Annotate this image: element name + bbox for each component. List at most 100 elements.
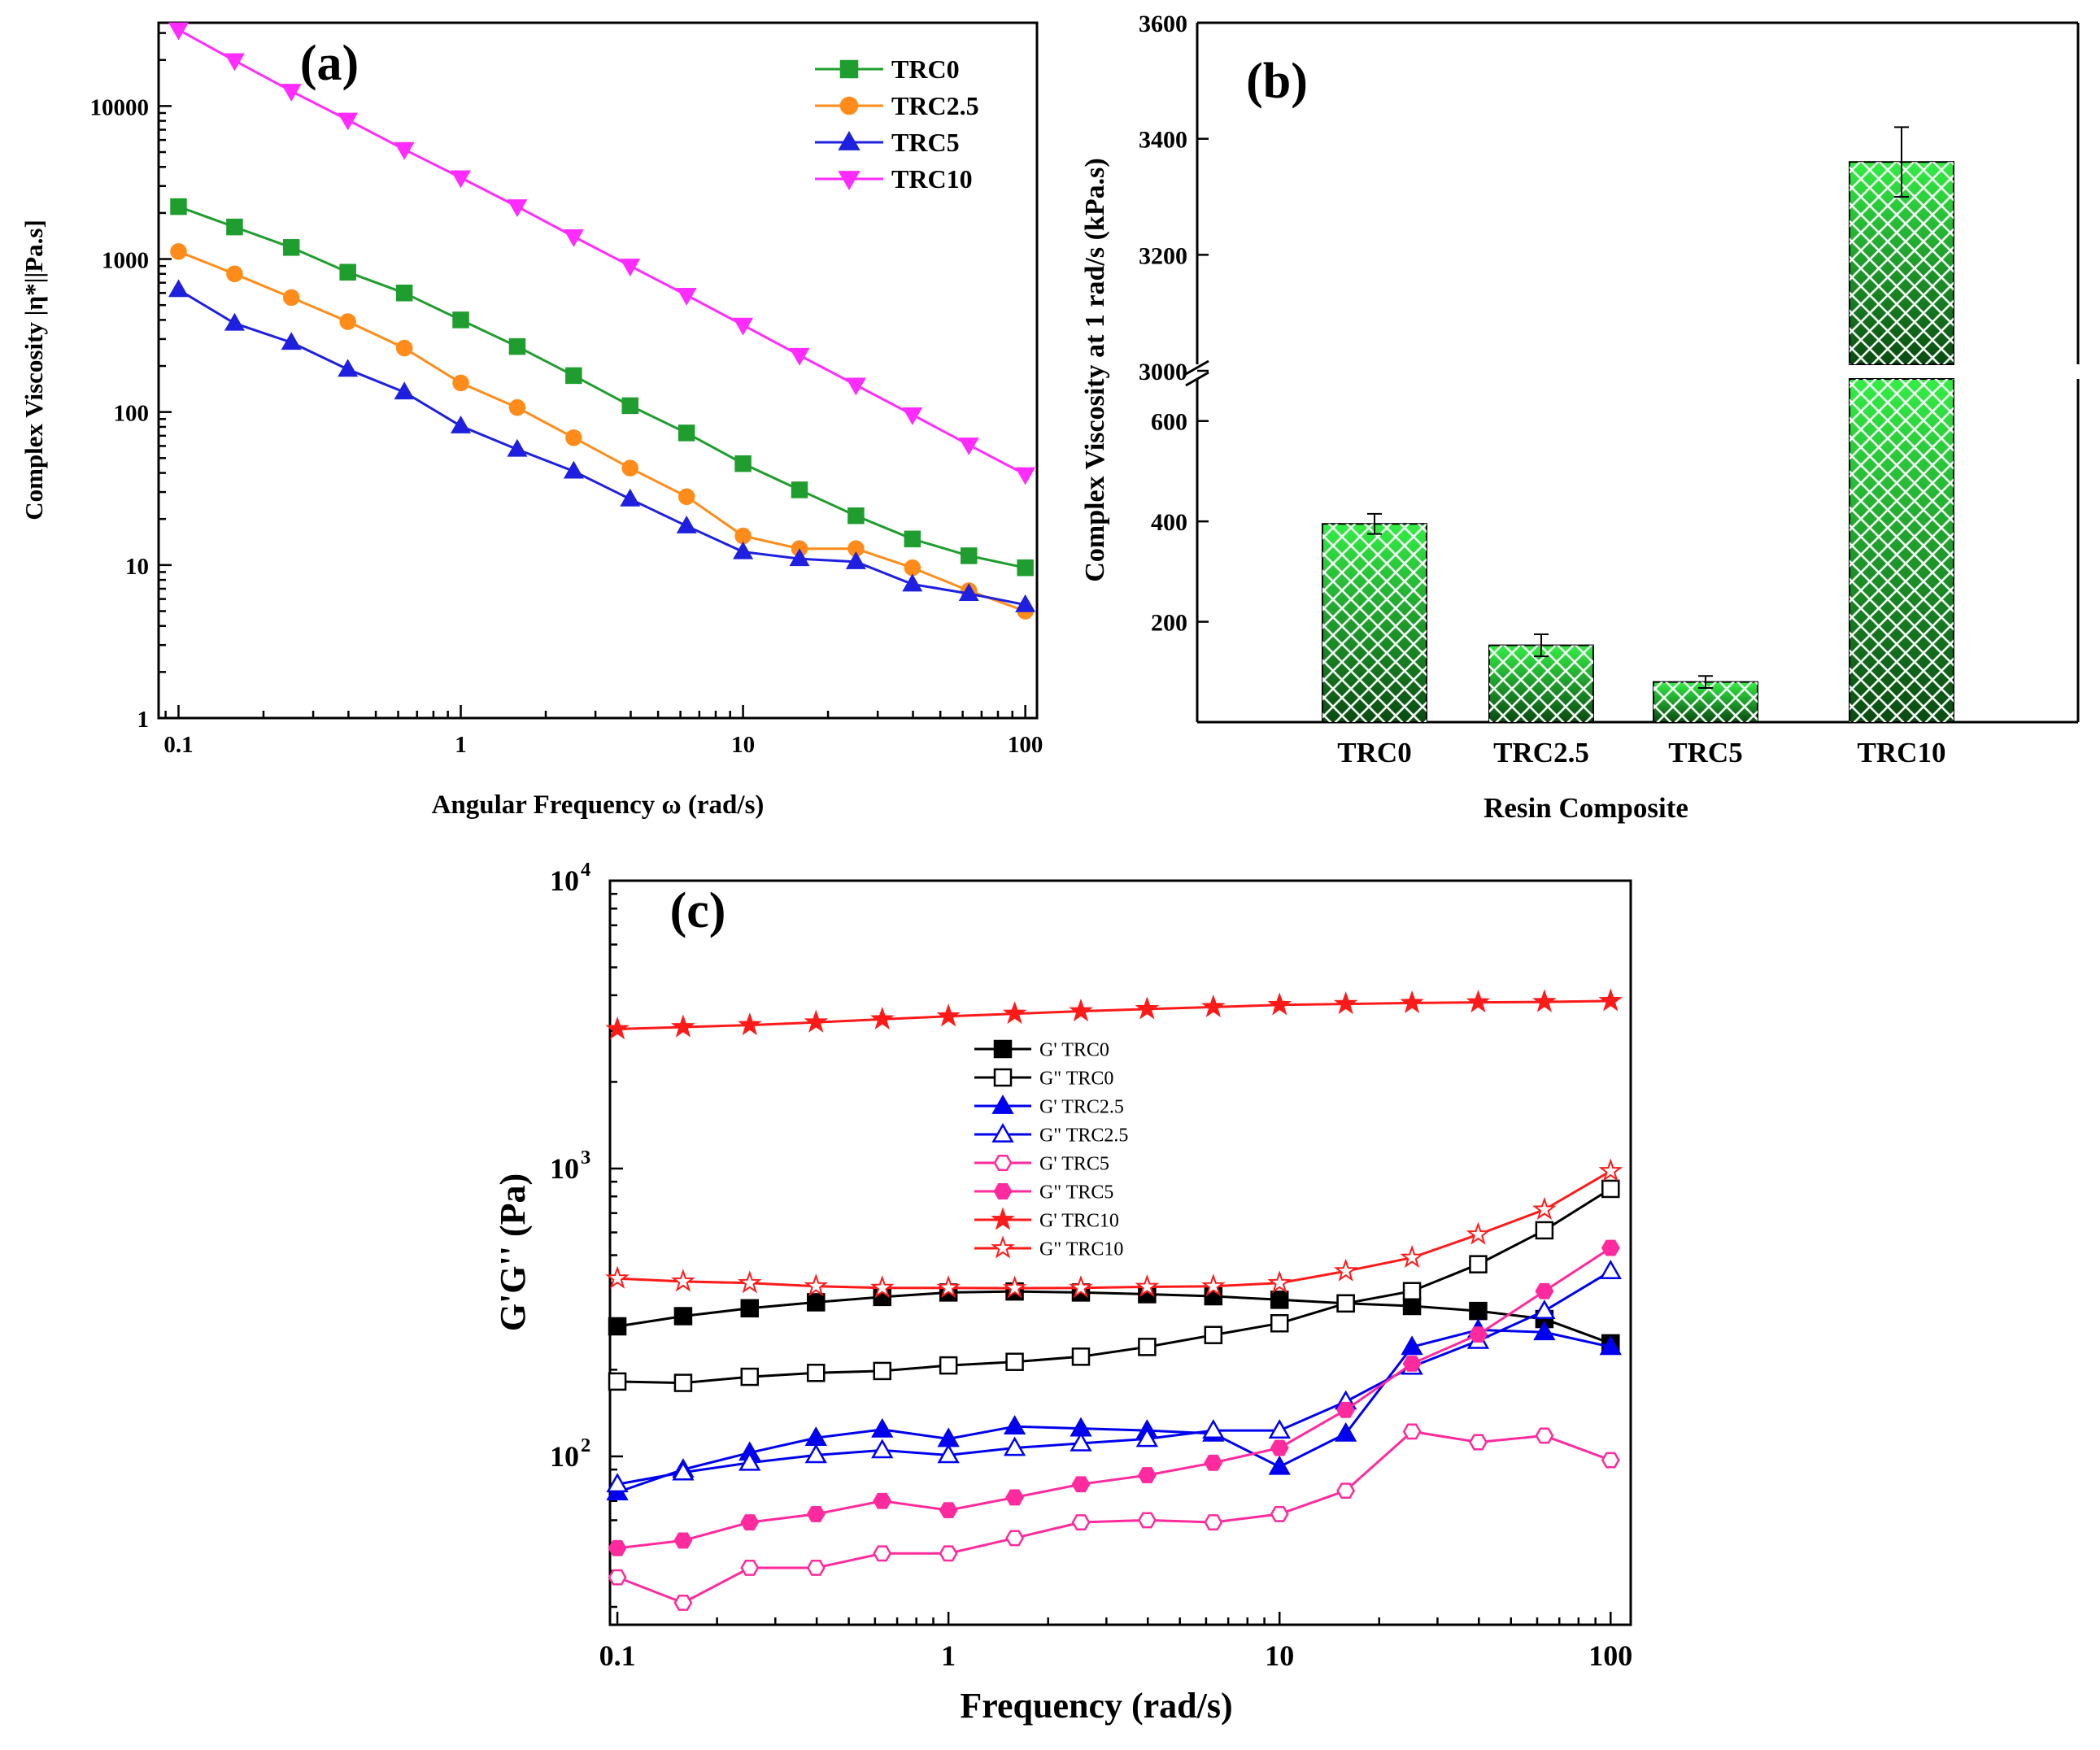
panel-a-legend: TRC0 TRC2.5 TRC5 TRC10: [815, 54, 979, 194]
legend-entry: G' TRC10: [974, 1207, 1119, 1231]
data-point: [226, 218, 243, 236]
series-TRC10: [168, 22, 1036, 485]
panel-b-x-axis-label: Resin Composite: [1484, 792, 1688, 824]
data-point: [1268, 1455, 1291, 1475]
x-tick-label: 10: [731, 732, 755, 758]
data-point: [1002, 1275, 1027, 1299]
data-point: [507, 438, 528, 457]
legend-label: TRC2.5: [891, 91, 979, 120]
data-point: [1003, 1436, 1026, 1456]
data-point: [1601, 1452, 1620, 1469]
series-line: [617, 1169, 1612, 1290]
data-point: [806, 1560, 826, 1576]
data-point: [1135, 1273, 1160, 1298]
series-line: [177, 250, 1026, 612]
data-point: [673, 1307, 693, 1326]
data-point: [870, 1275, 895, 1299]
data-point: [1005, 1489, 1025, 1506]
data-point: [451, 416, 472, 433]
data-point: [1466, 990, 1491, 1013]
data-point: [1200, 1273, 1226, 1297]
data-point: [806, 1506, 826, 1522]
data-point: [1336, 1401, 1356, 1418]
data-point: [873, 1492, 892, 1509]
y-tick-label: 3000: [1139, 359, 1187, 385]
data-point: [170, 243, 187, 260]
x-tick-label: 0.1: [599, 1639, 636, 1672]
data-point: [1402, 1355, 1422, 1372]
data-point: [1599, 1335, 1622, 1356]
legend-entry: G" TRC0: [974, 1068, 1113, 1089]
data-point: [870, 1006, 895, 1030]
panel-c-plot-frame: [608, 879, 1632, 1626]
data-point: [605, 1265, 630, 1289]
data-point: [451, 170, 472, 189]
data-point: [1270, 1291, 1289, 1309]
data-point: [563, 460, 584, 479]
data-point: [1469, 1301, 1488, 1321]
data-point: [339, 313, 356, 330]
y-tick-label: 10 2: [550, 1434, 590, 1473]
data-point: [960, 547, 978, 564]
data-point: [1069, 998, 1093, 1022]
data-point: [1469, 1434, 1488, 1451]
data-point: [1202, 1419, 1225, 1439]
data-point: [1598, 988, 1623, 1012]
data-point: [1333, 991, 1358, 1015]
panel-c-label: (c): [670, 883, 726, 938]
legend-label: G' TRC0: [1039, 1039, 1109, 1060]
data-point: [804, 1273, 829, 1297]
data-point: [740, 1299, 760, 1318]
data-point: [1533, 1321, 1556, 1341]
data-point: [620, 259, 641, 277]
data-point: [740, 1560, 760, 1576]
data-point: [1402, 1282, 1422, 1300]
data-point: [1138, 1338, 1157, 1356]
data-point: [873, 1361, 891, 1381]
panel-c-x-axis-label: Frequency (rad/s): [960, 1686, 1232, 1726]
y-tick-label: 10 4: [550, 859, 590, 897]
data-point: [1071, 1476, 1091, 1493]
y-tick-label: 200: [1151, 610, 1187, 637]
data-point: [1598, 1158, 1623, 1182]
data-point: [676, 515, 697, 533]
data-point: [1601, 1239, 1620, 1256]
x-tick-label: 1: [941, 1639, 956, 1672]
x-tick-label: TRC5: [1668, 737, 1742, 768]
data-point: [734, 455, 752, 472]
data-point: [1402, 1296, 1422, 1316]
data-point: [939, 1502, 958, 1519]
y-tick-label: 3400: [1139, 127, 1187, 154]
legend-marker: [991, 1094, 1014, 1114]
data-point: [395, 339, 413, 357]
series-G" TRC0: [608, 1179, 1620, 1392]
data-point: [673, 1532, 693, 1549]
panel-b-y-axis-label: Complex Viscosity at 1 rad/s (kPa.s): [1080, 158, 1110, 581]
data-point: [904, 559, 921, 577]
legend-entry: G" TRC2.5: [974, 1122, 1128, 1146]
legend-entry: G' TRC5: [974, 1153, 1109, 1174]
data-point: [608, 1569, 627, 1586]
bar-TRC0: TRC0: [1322, 512, 1427, 768]
series-line: [177, 205, 1026, 569]
data-point: [452, 374, 469, 392]
legend-entry: G" TRC5: [974, 1182, 1113, 1203]
legend-entry: G' TRC2.5: [974, 1094, 1124, 1117]
data-point: [1204, 1326, 1223, 1344]
data-point: [1002, 1001, 1027, 1025]
legend-entry: G" TRC10: [974, 1235, 1123, 1260]
data-point: [939, 1545, 958, 1562]
data-point: [958, 583, 979, 602]
y-tick-label: 10 3: [550, 1147, 590, 1185]
data-point: [1268, 1419, 1291, 1439]
legend-marker: [991, 1235, 1015, 1259]
data-point: [871, 1417, 894, 1438]
data-point: [605, 1016, 630, 1040]
legend-label: G" TRC2.5: [1039, 1125, 1128, 1146]
data-point: [1135, 996, 1160, 1020]
data-point: [507, 199, 528, 217]
series-line: [616, 1247, 1612, 1550]
data-point: [1532, 989, 1557, 1012]
